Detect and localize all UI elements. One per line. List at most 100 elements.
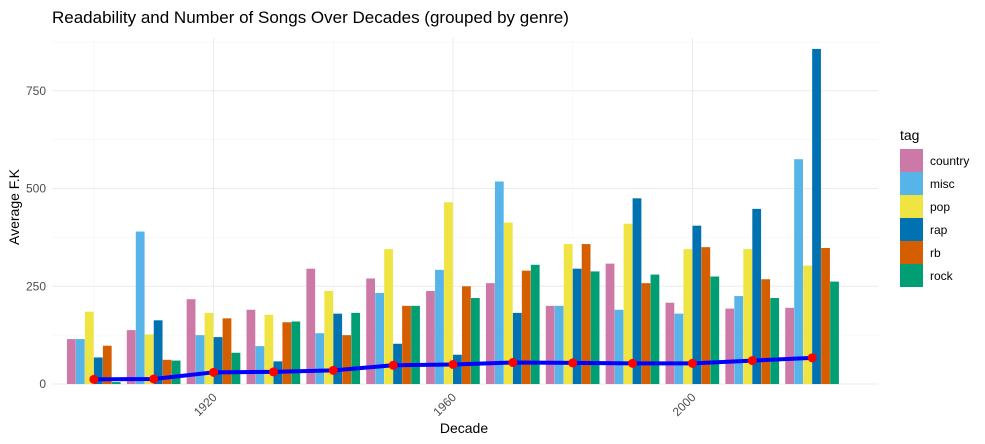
count-line-point	[628, 358, 638, 368]
bar-rb	[402, 305, 411, 385]
count-line-point	[747, 356, 757, 366]
bar-rap	[213, 337, 223, 385]
bar-country	[485, 283, 495, 385]
bar-pop	[144, 334, 154, 385]
bar-country	[605, 263, 615, 385]
count-line-point	[149, 374, 159, 384]
count-line-point	[568, 358, 578, 368]
y-tick-label: 250	[26, 279, 46, 293]
count-line-point	[508, 358, 518, 368]
bar-country	[545, 305, 555, 385]
count-line-point	[687, 358, 697, 368]
bar-country	[126, 330, 136, 385]
bar-rb	[462, 286, 471, 385]
bar-misc	[734, 296, 744, 385]
bar-pop	[204, 312, 214, 385]
y-tick-label: 500	[26, 182, 46, 196]
bar-pop	[324, 290, 334, 385]
legend-key-misc	[900, 172, 923, 195]
bar-rock	[830, 281, 839, 385]
bar-rock	[411, 305, 420, 385]
bar-rb	[701, 247, 711, 385]
y-tick-label: 0	[39, 377, 46, 391]
bar-rb	[581, 244, 591, 385]
bar-rock	[171, 360, 181, 385]
bar-rb	[162, 359, 172, 385]
bar-rap	[692, 225, 702, 385]
bar-rock	[530, 264, 540, 385]
bar-rap	[333, 313, 343, 385]
legend-label-rock: rock	[930, 269, 954, 283]
legend-key-pop	[900, 195, 923, 218]
bar-rap	[812, 48, 821, 385]
legend-title: tag	[900, 127, 919, 143]
count-line-point	[209, 367, 219, 377]
bar-misc	[315, 333, 325, 385]
legend-label-rap: rap	[930, 223, 948, 237]
legend: tag country misc pop rap rb rock	[900, 127, 969, 287]
bar-rb	[102, 345, 112, 385]
bar-pop	[503, 222, 513, 385]
legend-key-rock	[900, 264, 923, 287]
legend-key-country	[900, 149, 923, 172]
bar-misc	[614, 309, 624, 385]
count-line-point	[268, 367, 278, 377]
bar-misc	[435, 269, 444, 385]
bar-country	[366, 278, 376, 385]
count-line-point	[89, 374, 99, 384]
bar-rock	[470, 298, 480, 385]
bar-rap	[572, 268, 582, 385]
bar-rock	[291, 321, 301, 385]
bar-pop	[444, 202, 453, 385]
count-line-point	[448, 359, 458, 369]
legend-key-rap	[900, 218, 923, 241]
bar-rb	[342, 335, 352, 385]
count-line-point	[328, 365, 338, 375]
bar-rb	[761, 279, 771, 385]
bar-country	[306, 268, 316, 385]
bar-country	[186, 299, 196, 385]
bar-misc	[75, 339, 85, 385]
bar-rock	[650, 274, 660, 385]
bar-rb	[521, 270, 531, 385]
bar-pop	[623, 223, 633, 385]
bar-rb	[222, 318, 232, 385]
bar-rock	[770, 298, 780, 385]
bar-pop	[683, 249, 693, 385]
bar-rap	[632, 198, 642, 385]
bar-misc	[494, 181, 504, 385]
count-line-point	[388, 360, 398, 370]
bar-misc	[255, 346, 265, 385]
bar-country	[665, 302, 675, 385]
bar-rb	[641, 283, 651, 385]
bar-misc	[375, 292, 384, 385]
bar-country	[426, 290, 435, 385]
bar-rap	[93, 357, 103, 385]
bar-rap	[512, 312, 522, 385]
bar-rap	[153, 320, 163, 385]
bar-rock	[231, 352, 241, 385]
bar-misc	[135, 231, 145, 385]
legend-label-misc: misc	[930, 177, 955, 191]
chart-title: Readability and Number of Songs Over Dec…	[52, 8, 569, 27]
bar-rock	[710, 276, 720, 385]
bar-misc	[674, 313, 684, 385]
bar-rap	[752, 208, 762, 385]
bar-pop	[803, 265, 812, 385]
bar-rb	[282, 322, 292, 385]
bar-pop	[264, 314, 274, 385]
legend-label-rb: rb	[930, 246, 941, 260]
bar-misc	[554, 305, 564, 385]
bar-rock	[590, 271, 600, 385]
bar-pop	[84, 311, 94, 385]
bar-pop	[563, 244, 573, 385]
bar-rock	[111, 382, 121, 385]
legend-key-rb	[900, 241, 923, 264]
bar-misc	[195, 335, 205, 385]
count-line	[89, 353, 817, 384]
bar-country	[246, 309, 256, 385]
bar-country	[785, 307, 795, 385]
legend-label-country: country	[930, 154, 969, 168]
y-axis-title: Average F.K	[6, 168, 22, 245]
